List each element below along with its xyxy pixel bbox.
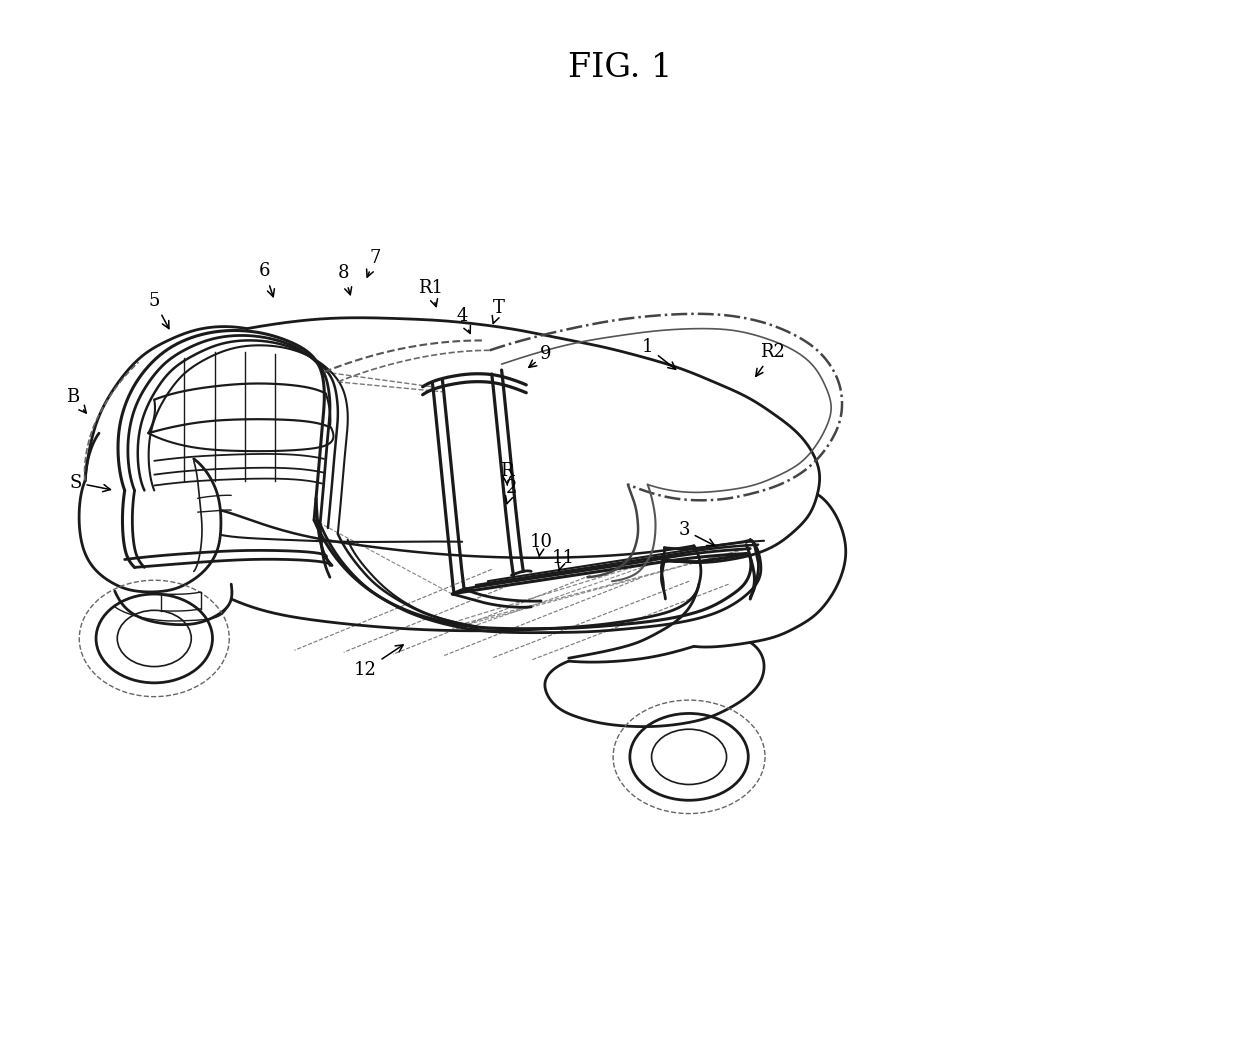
- Text: 10: 10: [529, 532, 553, 556]
- Text: 6: 6: [259, 263, 274, 297]
- Text: 3: 3: [678, 521, 714, 546]
- Text: B: B: [66, 388, 87, 413]
- Text: S: S: [69, 474, 110, 492]
- Text: 9: 9: [528, 345, 552, 367]
- Text: 12: 12: [353, 645, 403, 679]
- Text: R1: R1: [418, 279, 443, 306]
- Text: 8: 8: [339, 265, 352, 295]
- Text: 7: 7: [367, 249, 381, 277]
- Text: 4: 4: [456, 306, 470, 334]
- Text: 11: 11: [552, 548, 574, 570]
- Text: 5: 5: [149, 292, 169, 328]
- Text: R: R: [500, 461, 513, 485]
- Text: FIG. 1: FIG. 1: [568, 52, 672, 84]
- Text: T: T: [492, 299, 505, 323]
- Text: 1: 1: [642, 338, 676, 369]
- Text: 2: 2: [506, 479, 517, 504]
- Text: R2: R2: [756, 343, 785, 377]
